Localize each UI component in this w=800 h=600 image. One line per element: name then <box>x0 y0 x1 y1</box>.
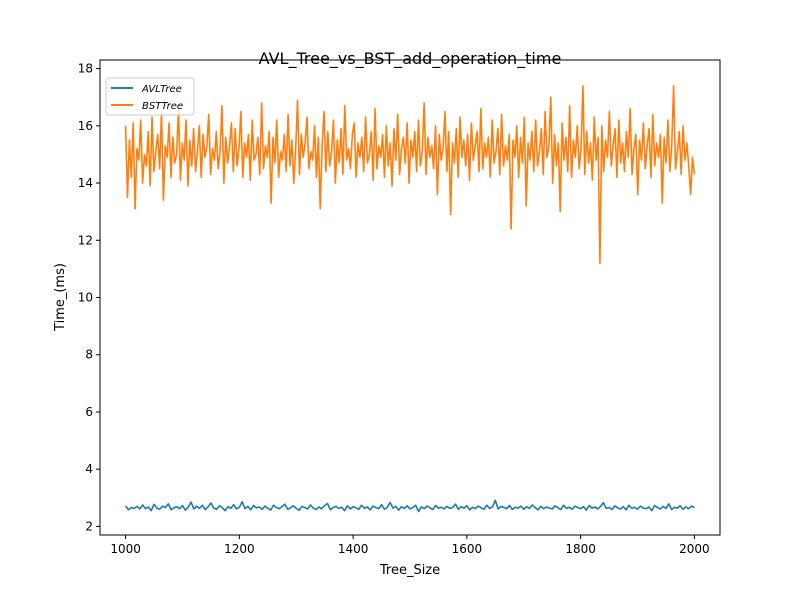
legend: AVLTree BSTTree <box>105 77 195 116</box>
x-tick-label: 1200 <box>224 542 255 556</box>
y-tick-label: 14 <box>78 176 93 190</box>
y-tick-label: 2 <box>85 519 93 533</box>
y-tick-label: 4 <box>85 462 93 476</box>
chart-title: AVL_Tree_vs_BST_add_operation_time <box>259 49 562 69</box>
x-tick-label: 1000 <box>110 542 141 556</box>
legend-label-bsttree: BSTTree <box>142 101 183 112</box>
x-axis-label: Tree_Size <box>379 563 440 578</box>
y-axis-label: Time_(ms) <box>53 263 68 332</box>
x-tick-label: 1800 <box>565 542 596 556</box>
y-tick-label: 6 <box>85 405 93 419</box>
y-tick-label: 8 <box>85 348 93 362</box>
y-tick-label: 12 <box>78 233 93 247</box>
series-layer <box>124 84 696 513</box>
series-line-bsttree <box>124 84 696 264</box>
x-tick-label: 1400 <box>338 542 369 556</box>
series-line-avltree <box>124 499 695 513</box>
y-tick-label: 16 <box>78 119 93 133</box>
legend-label-avltree: AVLTree <box>141 84 182 95</box>
x-axis-ticks: 1000 1200 1400 1600 1800 2000 <box>110 535 710 556</box>
y-tick-label: 18 <box>78 62 93 76</box>
y-axis-ticks: 2 4 6 8 10 12 14 16 18 <box>78 62 100 533</box>
y-tick-label: 10 <box>78 291 93 305</box>
x-tick-label: 2000 <box>679 542 710 556</box>
x-tick-label: 1600 <box>452 542 483 556</box>
